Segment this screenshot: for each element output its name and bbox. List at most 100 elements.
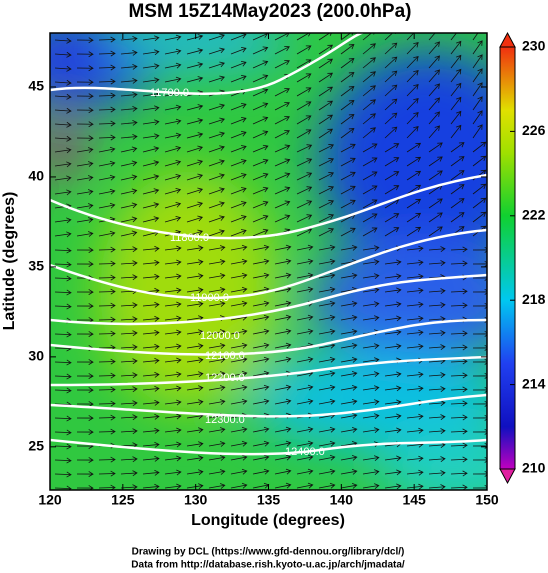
streamline-arrow: [406, 198, 422, 209]
streamline-arrow: [362, 413, 380, 419]
streamline-arrow: [296, 144, 313, 153]
streamline-arrow: [384, 227, 400, 237]
y-tick-label: 30: [28, 348, 44, 364]
streamline-arrow: [362, 71, 376, 83]
streamline-arrow: [230, 286, 248, 293]
streamline-arrow: [450, 428, 468, 435]
streamline-arrow: [98, 202, 116, 209]
streamline-arrow: [54, 457, 72, 464]
streamline-arrow: [120, 344, 138, 351]
streamline-arrow: [120, 119, 138, 126]
streamline-arrow: [76, 107, 94, 114]
streamline-arrow: [296, 272, 314, 279]
streamline-arrow: [428, 83, 441, 97]
streamline-arrow: [98, 120, 116, 127]
streamline-arrow: [362, 99, 376, 111]
streamline-arrow: [296, 258, 314, 265]
streamline-arrow: [318, 272, 336, 279]
contour-label: 12100.0: [205, 350, 245, 362]
streamline-arrow: [230, 468, 248, 475]
streamline-arrow: [340, 301, 358, 307]
streamline-arrow: [98, 456, 116, 463]
streamline-arrow: [318, 58, 334, 69]
streamline-arrow: [362, 85, 376, 97]
streamline-arrow: [252, 328, 270, 335]
streamline-arrow: [252, 116, 269, 125]
streamline-arrow: [208, 287, 226, 293]
streamline-arrow: [164, 132, 182, 139]
streamline-arrow: [164, 215, 182, 223]
streamline-arrow: [252, 426, 270, 433]
contour-line: [50, 393, 487, 418]
streamline-arrow: [472, 82, 483, 97]
streamline-arrow: [274, 440, 292, 447]
streamline-arrow: [450, 96, 462, 111]
streamline-arrow: [76, 247, 94, 253]
streamline-arrow: [428, 428, 446, 434]
streamline-arrow: [450, 54, 462, 69]
streamline-arrow: [296, 214, 313, 223]
streamline-arrow: [164, 173, 182, 181]
streamline-arrow: [406, 245, 424, 252]
streamline-arrow: [230, 215, 247, 223]
streamline-arrow: [142, 399, 160, 406]
streamline-arrow: [406, 142, 422, 153]
contour-line: [50, 33, 365, 95]
streamline-arrow: [142, 35, 160, 42]
streamline-arrow: [362, 213, 378, 223]
streamline-arrow: [98, 414, 116, 421]
streamline-arrow: [472, 124, 483, 139]
colorbar-tick-label: 226: [522, 122, 546, 138]
streamline-arrow: [450, 442, 468, 449]
streamline-arrow: [164, 413, 182, 420]
x-tick-label: 150: [475, 492, 499, 508]
streamline-arrow: [406, 41, 419, 55]
streamline-arrow: [54, 387, 72, 394]
footer-line: Data from http://database.rish.kyoto-u.a…: [131, 560, 405, 571]
streamline-arrow: [208, 187, 225, 195]
streamline-arrow: [230, 300, 248, 307]
streamline-arrow: [428, 41, 441, 55]
streamline-arrow: [296, 200, 313, 209]
x-tick-label: 135: [257, 492, 281, 508]
streamline-arrow: [164, 469, 182, 476]
streamline-arrow: [186, 76, 204, 83]
streamline-arrow: [384, 343, 402, 350]
streamline-arrow: [54, 161, 72, 168]
streamline-arrow: [450, 400, 468, 407]
streamline-arrow: [252, 130, 269, 139]
streamline-arrow: [54, 37, 72, 44]
streamline-arrow: [186, 62, 204, 69]
streamline-arrow: [318, 286, 336, 293]
streamline-arrow: [120, 216, 138, 223]
streamline-arrow: [362, 273, 380, 279]
streamline-arrow: [252, 342, 270, 349]
streamline-arrow: [274, 356, 292, 363]
streamline-arrow: [252, 46, 269, 55]
streamline-arrow: [208, 103, 225, 111]
streamline-arrow: [120, 202, 138, 209]
streamline-arrow: [362, 185, 378, 195]
streamline-arrow: [164, 48, 182, 55]
streamline-arrow: [274, 129, 290, 139]
streamline-arrow: [252, 144, 269, 153]
x-axis-label: Longitude (degrees): [191, 512, 345, 529]
colorbar-tick-label: 218: [522, 291, 546, 307]
y-tick-label: 40: [28, 168, 44, 184]
streamline-arrow: [54, 429, 72, 436]
streamline-arrow: [406, 469, 424, 476]
streamline-arrow: [208, 483, 226, 489]
streamline-arrow: [230, 75, 247, 83]
streamline-arrow: [186, 132, 204, 139]
contour-label: 11700.0: [150, 87, 189, 99]
streamline-arrow: [362, 301, 380, 307]
streamline-arrow: [76, 303, 94, 309]
streamline-arrow: [384, 84, 398, 97]
streamline-arrow: [318, 114, 334, 125]
streamline-arrow: [208, 385, 226, 391]
streamline-arrow: [340, 273, 358, 279]
streamline-arrow: [76, 331, 94, 337]
streamline-arrow: [406, 33, 418, 41]
y-tick-label: 45: [28, 78, 44, 94]
streamline-arrow: [120, 414, 138, 421]
